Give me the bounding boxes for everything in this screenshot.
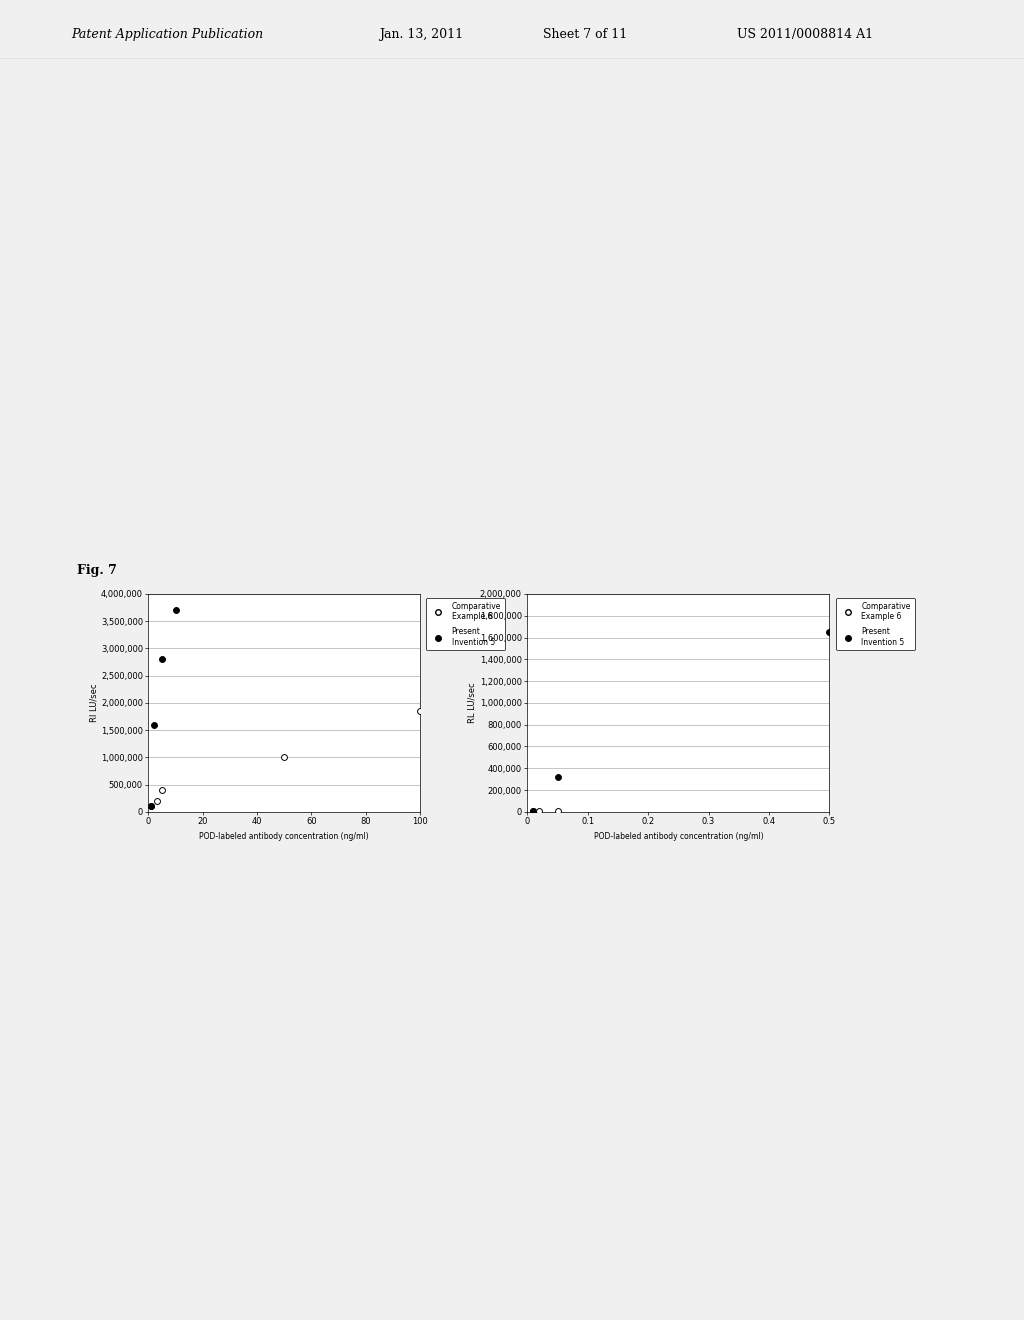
Point	[549, 767, 565, 788]
Legend: Comparative
Example 6, Present
Invention 5: Comparative Example 6, Present Invention…	[837, 598, 914, 651]
Point	[154, 648, 170, 669]
Text: US 2011/0008814 A1: US 2011/0008814 A1	[737, 28, 873, 41]
Point	[275, 747, 293, 768]
Point	[821, 622, 838, 643]
Legend: Comparative
Example 6, Present
Invention 5: Comparative Example 6, Present Invention…	[426, 598, 505, 651]
Point	[148, 791, 165, 812]
Point	[143, 796, 160, 817]
Text: Sheet 7 of 11: Sheet 7 of 11	[543, 28, 627, 41]
Text: Jan. 13, 2011: Jan. 13, 2011	[379, 28, 463, 41]
Point	[167, 599, 184, 620]
Y-axis label: RI LU/sec: RI LU/sec	[89, 684, 98, 722]
X-axis label: POD-labeled antibody concentration (ng/ml): POD-labeled antibody concentration (ng/m…	[200, 832, 369, 841]
Point	[531, 801, 548, 822]
Text: Fig. 7: Fig. 7	[77, 564, 117, 577]
Point	[412, 701, 428, 722]
Point	[145, 714, 162, 735]
Point	[525, 801, 542, 822]
X-axis label: POD-labeled antibody concentration (ng/ml): POD-labeled antibody concentration (ng/m…	[594, 832, 763, 841]
Point	[549, 801, 565, 822]
Y-axis label: RL LU/sec: RL LU/sec	[468, 682, 477, 723]
Point	[525, 801, 542, 822]
Point	[143, 796, 160, 817]
Text: Patent Application Publication: Patent Application Publication	[72, 28, 264, 41]
Point	[154, 779, 170, 800]
